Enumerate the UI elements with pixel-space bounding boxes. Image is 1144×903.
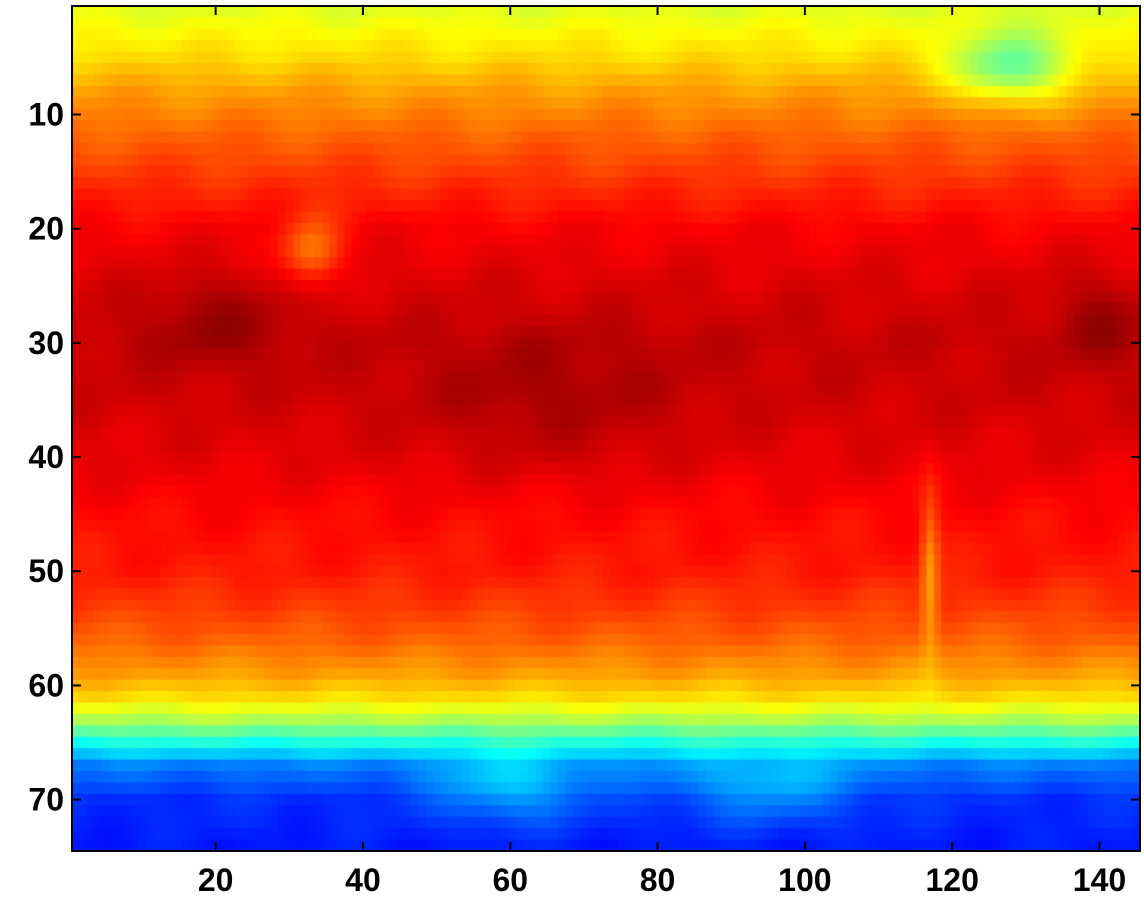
y-tick-label: 50 bbox=[28, 553, 64, 589]
y-tick-label: 20 bbox=[28, 211, 64, 247]
heatmap-image-holder bbox=[72, 6, 1140, 851]
x-tick-label: 120 bbox=[925, 862, 978, 898]
y-tick-label: 40 bbox=[28, 439, 64, 475]
y-tick-label: 10 bbox=[28, 96, 64, 132]
y-tick-label: 70 bbox=[28, 782, 64, 818]
x-tick-label: 80 bbox=[640, 862, 676, 898]
y-tick-label: 60 bbox=[28, 667, 64, 703]
y-tick-label: 30 bbox=[28, 325, 64, 361]
x-tick-label: 60 bbox=[492, 862, 528, 898]
x-tick-label: 20 bbox=[198, 862, 234, 898]
plot-frame bbox=[71, 5, 1141, 852]
x-axis: 20 40 60 80 100 120 140 bbox=[198, 6, 1126, 898]
y-axis: 10 20 30 40 50 60 70 bbox=[28, 96, 1140, 818]
x-tick-label: 100 bbox=[778, 862, 831, 898]
heatmap-image bbox=[72, 6, 1140, 851]
x-tick-label: 140 bbox=[1073, 862, 1126, 898]
x-tick-label: 40 bbox=[345, 862, 381, 898]
